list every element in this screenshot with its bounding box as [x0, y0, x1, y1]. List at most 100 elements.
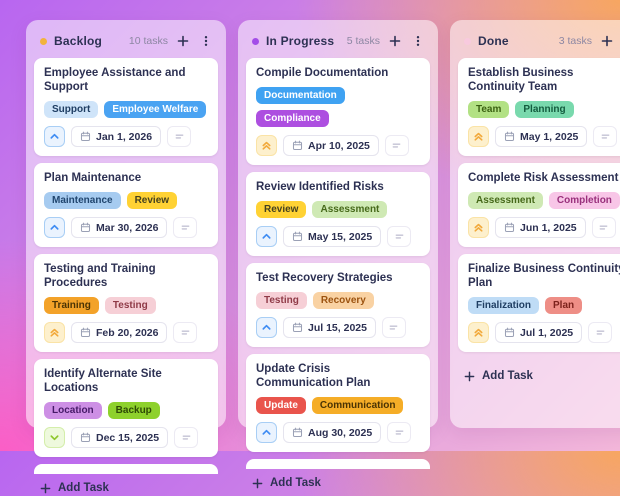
due-date-chip[interactable]: Mar 30, 2026 [71, 217, 168, 238]
column-header: Done 3 tasks [458, 26, 620, 58]
priority-button[interactable] [468, 322, 489, 343]
add-task-button[interactable]: Add Task [34, 474, 218, 496]
notes-chip[interactable] [167, 126, 192, 147]
column-menu-button[interactable] [410, 33, 426, 49]
task-meta: Jan 1, 2026 [44, 126, 208, 147]
task-meta: Aug 30, 2025 [256, 422, 420, 443]
column-count: 5 tasks [346, 35, 380, 47]
tag-list: Update Communication [256, 397, 420, 414]
notes-icon [181, 330, 190, 335]
task-title: Compile Documentation [256, 67, 389, 79]
tag-list: Assessment Completion [468, 192, 620, 209]
notes-chip[interactable] [588, 322, 613, 343]
due-date-chip[interactable]: May 1, 2025 [495, 126, 588, 147]
priority-button[interactable] [256, 422, 277, 443]
calendar-icon [80, 432, 91, 443]
task-card[interactable]: Compile Documentation Documentation Compl… [246, 58, 430, 165]
partial-task-card[interactable] [246, 459, 430, 469]
due-date-chip[interactable]: Jun 1, 2025 [495, 217, 586, 238]
due-date: Feb 20, 2026 [96, 326, 159, 339]
priority-button[interactable] [44, 126, 65, 147]
chevron-up-icon [262, 324, 271, 330]
column-status-dot [252, 37, 259, 45]
notes-chip[interactable] [387, 226, 412, 247]
priority-button[interactable] [44, 217, 65, 238]
due-date-chip[interactable]: Feb 20, 2026 [71, 322, 168, 343]
column-add-button[interactable] [387, 33, 403, 49]
due-date: May 15, 2025 [308, 230, 373, 243]
due-date-chip[interactable]: Jul 1, 2025 [495, 322, 583, 343]
tag-list: Training Testing [44, 297, 208, 314]
task-card[interactable]: Establish Business Continuity Team Team P… [458, 58, 620, 156]
task-card[interactable]: Finalize Business Continuity Plan Finali… [458, 254, 620, 352]
notes-icon [395, 234, 404, 239]
task-card[interactable]: Plan Maintenance Maintenance Review Mar 3… [34, 163, 218, 247]
tag: Finalization [468, 297, 539, 314]
task-title: Identify Alternate Site Locations [44, 368, 162, 394]
task-card[interactable]: Identify Alternate Site Locations Locati… [34, 359, 218, 457]
task-meta: Mar 30, 2026 [44, 217, 208, 238]
notes-chip[interactable] [591, 217, 616, 238]
column-status-dot [40, 37, 47, 45]
task-card[interactable]: Testing and Training Procedures Training… [34, 254, 218, 352]
task-meta: Apr 10, 2025 [256, 135, 420, 156]
notes-chip[interactable] [384, 135, 409, 156]
tag: Recovery [312, 292, 374, 309]
notes-icon [181, 225, 190, 230]
task-title: Test Recovery Strategies [256, 272, 393, 284]
notes-chip[interactable] [174, 427, 199, 448]
tag: Update [256, 397, 306, 414]
column-menu-button[interactable] [198, 33, 214, 49]
priority-button[interactable] [44, 322, 65, 343]
chevrons-up-icon [474, 132, 483, 141]
tag-list: Maintenance Review [44, 192, 208, 209]
tag-list: Review Assessment [256, 201, 420, 218]
task-card[interactable]: Review Identified Risks Review Assessment… [246, 172, 430, 256]
task-meta: May 15, 2025 [256, 226, 420, 247]
notes-chip[interactable] [381, 317, 406, 338]
notes-icon [392, 143, 401, 148]
notes-icon [599, 225, 608, 230]
add-task-button[interactable]: Add Task [246, 469, 430, 491]
priority-button[interactable] [44, 427, 65, 448]
due-date-chip[interactable]: Dec 15, 2025 [71, 427, 169, 448]
priority-button[interactable] [256, 135, 277, 156]
partial-task-card[interactable] [34, 464, 218, 474]
plus-icon [177, 35, 189, 47]
due-date-chip[interactable]: Apr 10, 2025 [283, 135, 379, 156]
task-meta: Jun 1, 2025 [468, 217, 620, 238]
notes-chip[interactable] [593, 126, 618, 147]
due-date-chip[interactable]: Jul 15, 2025 [283, 317, 376, 338]
due-date-chip[interactable]: May 15, 2025 [283, 226, 382, 247]
add-task-label: Add Task [482, 370, 533, 382]
due-date-chip[interactable]: Jan 1, 2026 [71, 126, 162, 147]
tag: Location [44, 402, 102, 419]
column-add-button[interactable] [599, 33, 615, 49]
task-card[interactable]: Update Crisis Communication Plan Update C… [246, 354, 430, 452]
calendar-icon [80, 327, 91, 338]
task-card[interactable]: Test Recovery Strategies Testing Recovery… [246, 263, 430, 347]
notes-icon [596, 330, 605, 335]
priority-button[interactable] [468, 217, 489, 238]
kebab-menu-icon [204, 36, 208, 46]
task-title: Plan Maintenance [44, 172, 142, 184]
column-add-button[interactable] [175, 33, 191, 49]
task-card[interactable]: Employee Assistance and Support Support E… [34, 58, 218, 156]
tag: Planning [515, 101, 574, 118]
column: Done 3 tasks Establish Business Continui… [450, 20, 620, 428]
notes-chip[interactable] [387, 422, 412, 443]
task-list: Compile Documentation Documentation Compl… [246, 58, 430, 469]
column-status-dot [464, 37, 471, 45]
notes-chip[interactable] [173, 217, 198, 238]
tag: Compliance [256, 110, 329, 127]
calendar-icon [80, 222, 91, 233]
task-card[interactable]: Complete Risk Assessment Assessment Compl… [458, 163, 620, 247]
notes-chip[interactable] [173, 322, 198, 343]
due-date-chip[interactable]: Aug 30, 2025 [283, 422, 382, 443]
task-title: Establish Business Continuity Team [468, 67, 574, 93]
add-task-button[interactable]: Add Task [458, 362, 620, 384]
priority-button[interactable] [468, 126, 489, 147]
priority-button[interactable] [256, 226, 277, 247]
priority-button[interactable] [256, 317, 277, 338]
plus-icon [389, 35, 401, 47]
